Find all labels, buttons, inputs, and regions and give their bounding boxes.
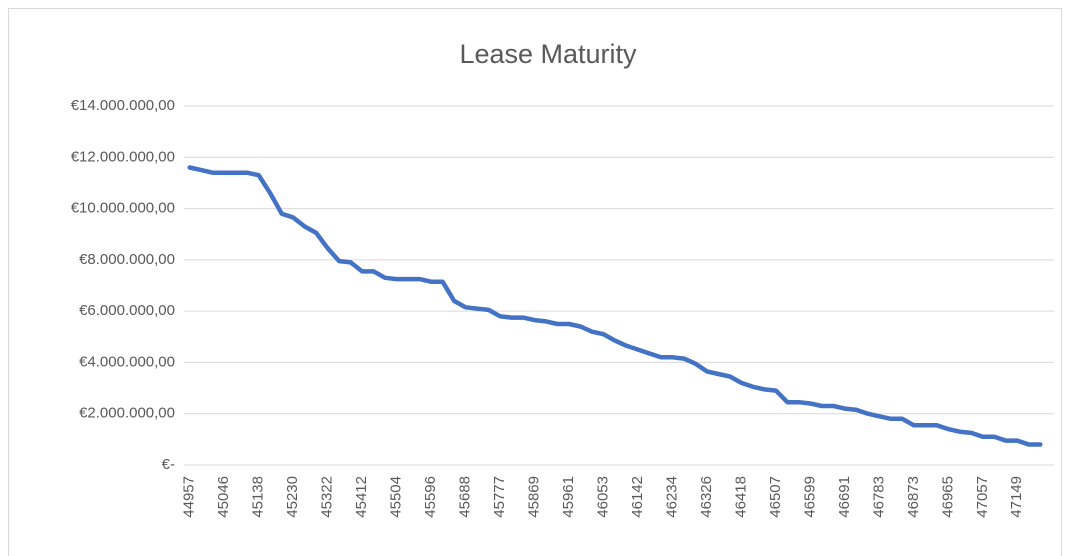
chart-border	[8, 8, 1062, 556]
x-tick-label: 46142	[629, 476, 646, 518]
x-tick-label: 46691	[836, 476, 853, 518]
x-tick-label: 46507	[767, 476, 784, 518]
y-tick-label: €10.000.000,00	[71, 200, 175, 217]
x-tick-label: 45777	[491, 476, 508, 518]
x-tick-label: 47149	[1008, 476, 1025, 518]
x-tick-label: 45961	[560, 476, 577, 518]
y-tick-label: €8.000.000,00	[79, 251, 175, 268]
x-tick-label: 46783	[870, 476, 887, 518]
y-tick-label: €12.000.000,00	[71, 148, 175, 165]
x-tick-label: 45230	[284, 476, 301, 518]
x-tick-label: 45688	[457, 476, 474, 518]
y-tick-label: €-	[162, 456, 175, 473]
x-tick-label: 46053	[594, 476, 611, 518]
x-tick-label: 45504	[388, 476, 405, 518]
x-tick-label: 44957	[181, 476, 198, 518]
x-tick-label: 45046	[215, 476, 232, 518]
x-tick-label: 46599	[801, 476, 818, 518]
y-tick-label: €2.000.000,00	[79, 405, 175, 422]
x-tick-label: 45596	[422, 476, 439, 518]
x-tick-label: 45138	[250, 476, 267, 518]
x-tick-label: 46234	[663, 476, 680, 518]
x-tick-label: 46326	[698, 476, 715, 518]
x-tick-label: 46965	[939, 476, 956, 518]
y-tick-label: €6.000.000,00	[79, 302, 175, 319]
x-tick-label: 45869	[526, 476, 543, 518]
x-tick-label: 46418	[732, 476, 749, 518]
x-tick-label: 45412	[353, 476, 370, 518]
data-line	[187, 165, 1043, 447]
x-tick-label: 47057	[974, 476, 991, 518]
y-tick-label: €14.000.000,00	[71, 97, 175, 114]
y-tick-label: €4.000.000,00	[79, 353, 175, 370]
x-tick-label: 46873	[905, 476, 922, 518]
chart-title: Lease Maturity	[459, 39, 637, 69]
x-tick-label: 45322	[319, 476, 336, 518]
